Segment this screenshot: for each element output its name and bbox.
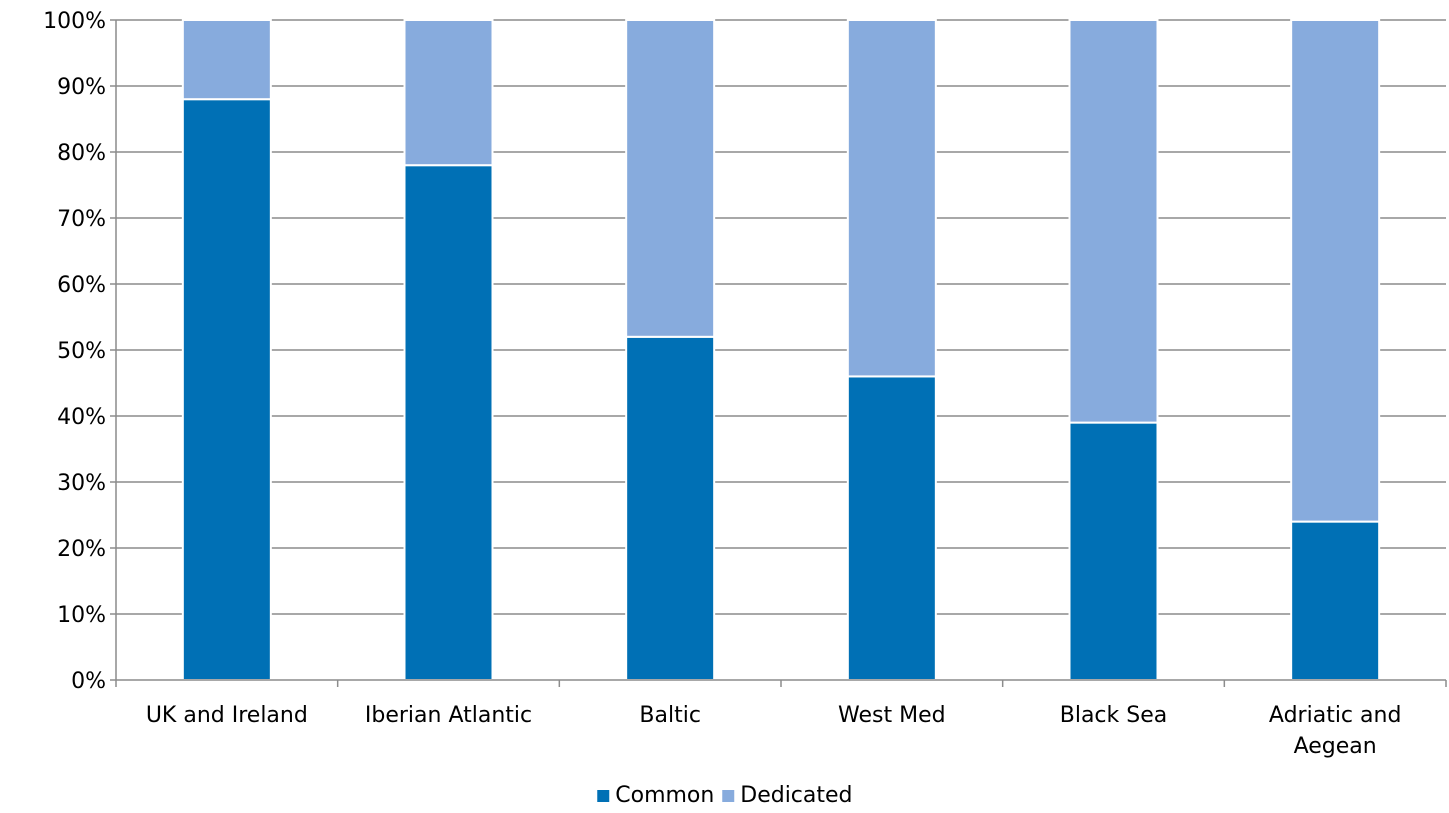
legend-label: Dedicated bbox=[740, 783, 852, 808]
x-axis-category-labels: UK and Ireland Iberian Atlantic Baltic West… bbox=[146, 703, 1402, 759]
y-tick-label: 80% bbox=[57, 141, 106, 166]
y-tick-label: 30% bbox=[57, 471, 106, 496]
gridlines bbox=[116, 19, 1446, 615]
bar-common-west-med bbox=[846, 375, 937, 681]
y-tick-label: 0% bbox=[71, 669, 106, 694]
y-tick-label: 10% bbox=[57, 603, 106, 628]
bar-common-black-sea bbox=[1068, 421, 1159, 681]
y-tick-label: 50% bbox=[57, 339, 106, 364]
y-tick-label: 100% bbox=[43, 9, 106, 34]
x-category-label: West Med bbox=[838, 703, 946, 728]
bar-dedicated-adriatic-and-aegean bbox=[1290, 19, 1381, 523]
bar-common-adriatic-and-aegean bbox=[1290, 520, 1381, 681]
bar-common-baltic bbox=[625, 335, 716, 681]
y-tick-label: 70% bbox=[57, 207, 106, 232]
x-category-label: Black Sea bbox=[1060, 703, 1168, 728]
legend-swatch bbox=[722, 790, 735, 802]
bar-dedicated-uk-and-ireland bbox=[181, 19, 272, 101]
axes bbox=[110, 19, 1447, 687]
y-tick-label: 60% bbox=[57, 273, 106, 298]
y-tick-label: 40% bbox=[57, 405, 106, 430]
legend: Common Dedicated bbox=[597, 783, 853, 808]
bar-dedicated-iberian-atlantic bbox=[403, 19, 494, 167]
x-category-label: UK and Ireland bbox=[146, 703, 308, 728]
y-tick-label: 90% bbox=[57, 75, 106, 100]
bar-dedicated-west-med bbox=[846, 19, 937, 378]
bar-common-uk-and-ireland bbox=[181, 98, 272, 681]
y-axis-tick-labels: 0% 10% 20% 30% 40% 50% 60% 70% 80% 90% 100% bbox=[43, 9, 106, 694]
legend-item-common: Common bbox=[597, 783, 714, 808]
legend-item-dedicated: Dedicated bbox=[722, 783, 853, 808]
bar-dedicated-black-sea bbox=[1068, 19, 1159, 424]
x-category-label: Adriatic and Aegean bbox=[1269, 703, 1401, 759]
legend-label: Common bbox=[615, 783, 714, 808]
legend-swatch bbox=[597, 790, 610, 802]
y-tick-label: 20% bbox=[57, 537, 106, 562]
x-category-label: Iberian Atlantic bbox=[365, 703, 532, 728]
bar-dedicated-baltic bbox=[625, 19, 716, 338]
x-category-label: Baltic bbox=[639, 703, 701, 728]
bar-common-iberian-atlantic bbox=[403, 164, 494, 681]
